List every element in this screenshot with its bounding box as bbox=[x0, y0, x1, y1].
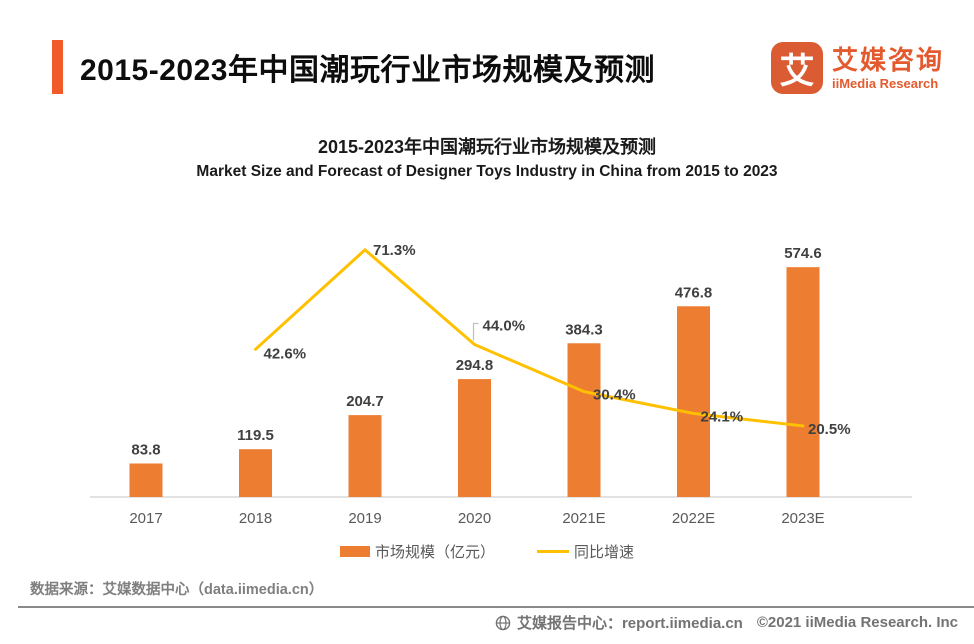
growth-label-2018: 42.6% bbox=[264, 345, 307, 362]
data-source-note: 数据来源：艾媒数据中心（data.iimedia.cn） bbox=[30, 582, 324, 598]
footer-bar: 艾媒报告中心：report.iimedia.cn ©2021 iiMedia R… bbox=[495, 612, 958, 633]
callout-leader-line bbox=[472, 322, 479, 341]
bar-value-label-2023E: 574.6 bbox=[784, 245, 822, 262]
bar-value-label-2021E: 384.3 bbox=[565, 321, 603, 338]
bar-value-label-2020: 294.8 bbox=[456, 357, 494, 374]
bar-value-label-2018: 119.5 bbox=[237, 427, 274, 444]
x-axis-label-2022E: 2022E bbox=[672, 510, 715, 527]
x-axis-label-2021E: 2021E bbox=[562, 510, 605, 527]
x-axis-label-2018: 2018 bbox=[239, 510, 272, 527]
line-series-swatch bbox=[537, 550, 569, 553]
globe-icon bbox=[495, 615, 511, 631]
bar-value-label-2019: 204.7 bbox=[346, 393, 384, 410]
bar-2021E bbox=[567, 343, 601, 497]
logo-name-en: iiMedia Research bbox=[831, 75, 939, 91]
legend-label: 市场规模（亿元） bbox=[374, 544, 495, 561]
legend-item-market-size: 市场规模（亿元） bbox=[339, 541, 495, 562]
chart-legend: 市场规模（亿元） 同比增速 bbox=[0, 541, 974, 562]
legend-label: 同比增速 bbox=[574, 544, 635, 561]
bar-series-swatch bbox=[339, 546, 370, 557]
growth-rate-line bbox=[254, 247, 805, 428]
x-axis-label-2023E: 2023E bbox=[781, 510, 824, 527]
iimedia-logo-icon: 艾 bbox=[770, 42, 823, 94]
growth-label-2022E: 24.1% bbox=[701, 408, 744, 425]
bar-2017 bbox=[129, 463, 163, 497]
page-title: 2015-2023年中国潮玩行业市场规模及预测 bbox=[80, 54, 655, 87]
chart-title-cn: 2015-2023年中国潮玩行业市场规模及预测 bbox=[317, 137, 657, 157]
growth-label-2023E: 20.5% bbox=[808, 421, 851, 438]
report-header: 2015-2023年中国潮玩行业市场规模及预测 bbox=[52, 40, 655, 94]
logo-text: 艾媒咨询 iiMedia Research bbox=[832, 46, 944, 91]
legend-item-growth-rate: 同比增速 bbox=[537, 541, 634, 562]
bar-2023E bbox=[786, 267, 820, 497]
x-axis-label-2017: 2017 bbox=[129, 510, 162, 527]
bar-2018 bbox=[239, 449, 272, 497]
bar-2019 bbox=[348, 415, 382, 497]
bar-2022E bbox=[677, 306, 710, 497]
growth-label-2021E: 30.4% bbox=[593, 387, 636, 404]
copyright-text: ©2021 iiMedia Research. Inc bbox=[756, 614, 958, 631]
growth-label-2019: 71.3% bbox=[373, 242, 416, 259]
bar-value-label-2017: 83.8 bbox=[131, 441, 160, 458]
x-axis-label-2020: 2020 bbox=[458, 510, 491, 527]
bar-value-label-2022E: 476.8 bbox=[675, 284, 713, 301]
market-size-chart: 83.8 2017 119.5 2018 204.7 2019 294.8 2020 384.3… bbox=[90, 242, 912, 527]
accent-bar bbox=[52, 40, 63, 94]
x-axis-label-2019: 2019 bbox=[348, 510, 381, 527]
chart-title-en: Market Size and Forecast of Designer Toy… bbox=[196, 163, 778, 180]
iimedia-logo: 艾 艾媒咨询 iiMedia Research bbox=[770, 42, 944, 94]
report-center-link[interactable]: 艾媒报告中心：report.iimedia.cn bbox=[516, 615, 743, 632]
logo-name-cn: 艾媒咨询 bbox=[831, 44, 944, 75]
footer-divider bbox=[18, 606, 974, 608]
bar-2020 bbox=[458, 379, 491, 497]
growth-label-2020: 44.0% bbox=[483, 317, 526, 334]
